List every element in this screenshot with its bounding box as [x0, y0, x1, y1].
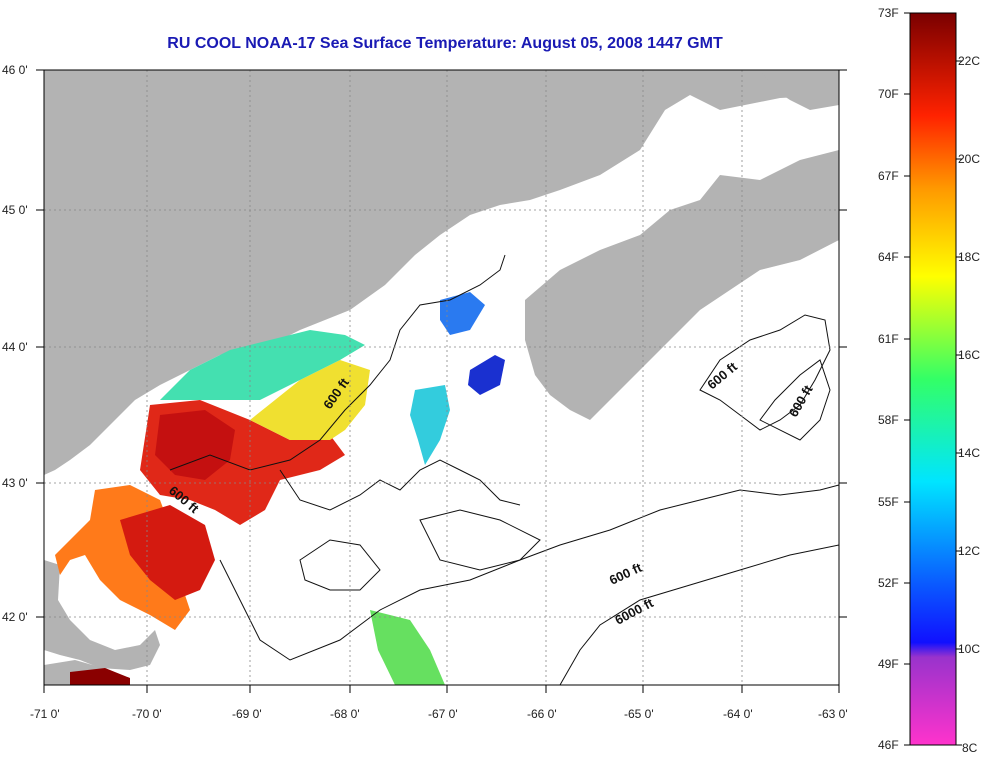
sst-yellow-band: [250, 360, 370, 440]
colorbar-f-label: 73F: [878, 6, 899, 20]
sst-red-south: [120, 505, 215, 600]
sst-cyan-green: [160, 330, 365, 400]
colorbar-f-label: 64F: [878, 250, 899, 264]
sst-darkred-bottom: [70, 668, 130, 685]
land-cape-breton: [760, 70, 839, 110]
sst-hot-core: [155, 410, 235, 480]
lon-label: -69 0': [232, 707, 262, 721]
colorbar-c-label: 12C: [958, 544, 980, 558]
land-cape-cod: [44, 560, 160, 670]
lon-label: -68 0': [330, 707, 360, 721]
colorbar-c-label: 18C: [958, 250, 980, 264]
lat-label: 44 0': [2, 340, 28, 354]
lon-label: -63 0': [818, 707, 848, 721]
colorbar-f-label: 58F: [878, 413, 899, 427]
temperature-colorbar: 73F 70F 67F 64F 61F 58F 55F 52F 49F 46F …: [878, 6, 980, 755]
lat-label: 43 0': [2, 476, 28, 490]
colorbar-c-label: 14C: [958, 446, 980, 460]
bathymetry-contours: [169, 254, 839, 685]
lat-label: 42 0': [2, 610, 28, 624]
sst-green-south: [370, 610, 445, 685]
lat-label: 45 0': [2, 203, 28, 217]
colorbar-gradient: [909, 12, 957, 746]
map-title: RU COOL NOAA-17 Sea Surface Temperature:…: [167, 35, 723, 52]
land-nova-scotia: [525, 150, 839, 420]
lon-label: -71 0': [30, 707, 60, 721]
colorbar-f-label: 55F: [878, 495, 899, 509]
land-mainland: [44, 70, 839, 475]
lon-label: -66 0': [527, 707, 557, 721]
map-frame: [43, 69, 840, 686]
sst-blue-bay-of-fundy: [468, 355, 505, 395]
latitude-axis: 46 0' 45 0' 44 0' 43 0' 42 0': [2, 63, 28, 624]
sst-blue-offshore: [440, 292, 485, 335]
lon-label: -67 0': [428, 707, 458, 721]
longitude-axis: -71 0' -70 0' -69 0' -68 0' -67 0' -66 0…: [30, 707, 848, 721]
colorbar-f-label: 49F: [878, 657, 899, 671]
colorbar-f-label: 61F: [878, 332, 899, 346]
lat-label: 46 0': [2, 63, 28, 77]
colorbar-c-label: 20C: [958, 152, 980, 166]
lon-label: -70 0': [132, 707, 162, 721]
colorbar-c-label: 10C: [958, 642, 980, 656]
colorbar-f-label: 70F: [878, 87, 899, 101]
colorbar-f-label: 67F: [878, 169, 899, 183]
lon-label: -65 0': [624, 707, 654, 721]
colorbar-c-label: 22C: [958, 54, 980, 68]
colorbar-c-label: 8C: [962, 741, 978, 755]
colorbar-f-label: 46F: [878, 738, 899, 752]
lon-label: -64 0': [723, 707, 753, 721]
frame-ticks: [36, 69, 847, 693]
colorbar-f-label: 52F: [878, 576, 899, 590]
sst-cyan-scatter: [410, 385, 450, 465]
colorbar-c-label: 16C: [958, 348, 980, 362]
